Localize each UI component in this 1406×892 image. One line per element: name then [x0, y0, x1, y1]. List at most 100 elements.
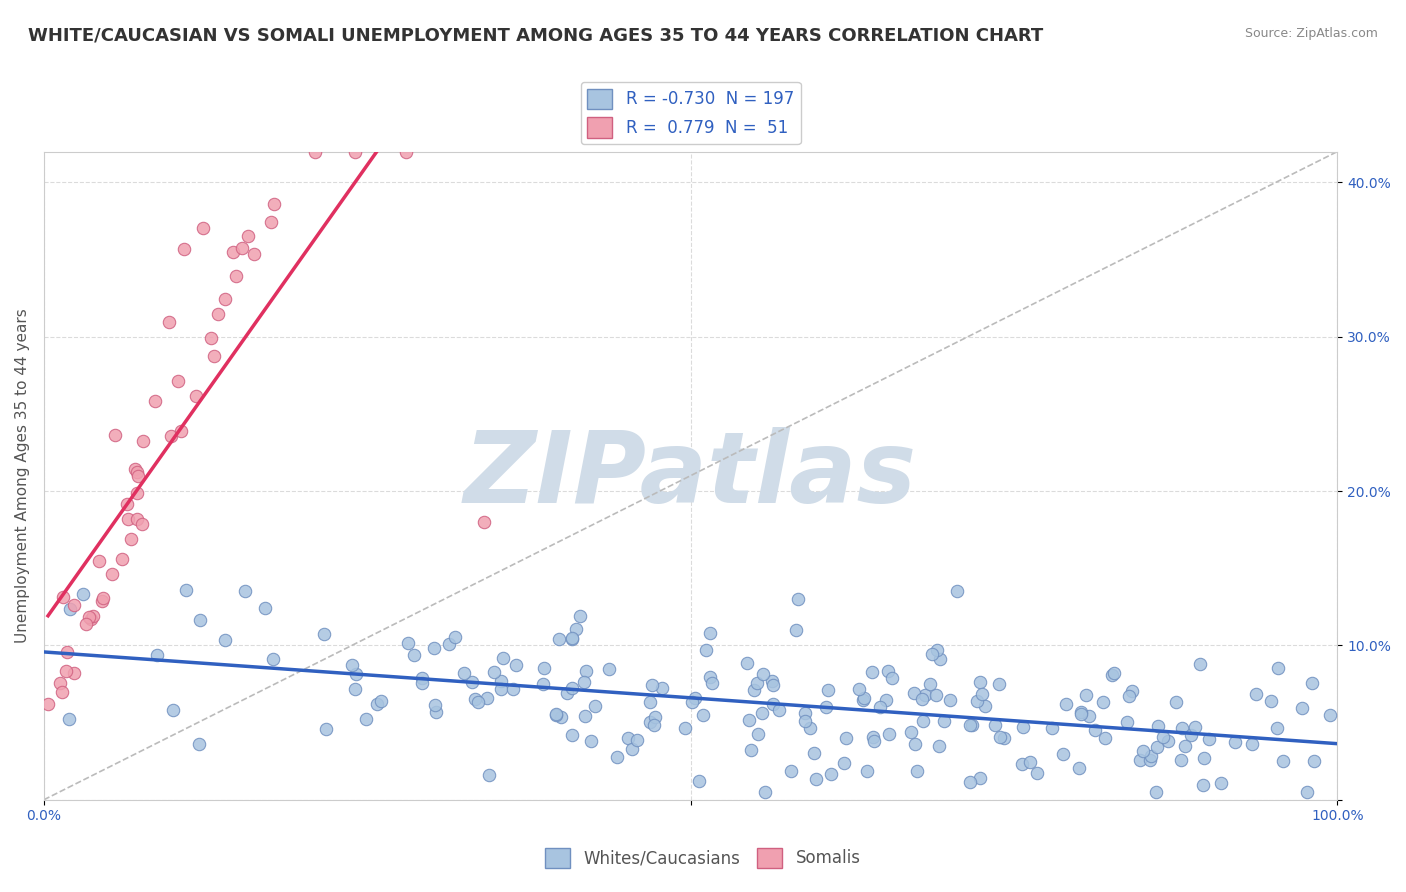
Point — [184, 389, 207, 403]
Point — [80, 612, 103, 626]
Point — [561, 632, 583, 646]
Point — [344, 666, 367, 681]
Point — [1170, 754, 1192, 768]
Point — [969, 674, 991, 689]
Point — [651, 681, 673, 695]
Point — [688, 774, 710, 789]
Point — [82, 608, 104, 623]
Point — [315, 723, 337, 737]
Point — [626, 733, 648, 747]
Point — [1188, 657, 1211, 672]
Point — [343, 145, 366, 159]
Point — [132, 434, 155, 449]
Point — [638, 695, 661, 709]
Point — [425, 698, 447, 713]
Point — [312, 627, 335, 641]
Point — [920, 677, 942, 691]
Point — [644, 710, 666, 724]
Point — [1040, 721, 1063, 735]
Point — [366, 698, 388, 712]
Point — [174, 582, 197, 597]
Point — [59, 602, 82, 616]
Point — [162, 703, 184, 717]
Point — [489, 673, 512, 688]
Point — [72, 587, 94, 601]
Point — [117, 512, 139, 526]
Point — [695, 643, 717, 657]
Point — [1011, 757, 1033, 772]
Point — [780, 764, 803, 778]
Point — [1121, 684, 1143, 698]
Point — [1139, 748, 1161, 763]
Point — [263, 197, 285, 211]
Point — [484, 665, 506, 679]
Point — [856, 764, 879, 778]
Point — [988, 730, 1011, 744]
Point — [904, 737, 927, 751]
Point — [1139, 753, 1161, 767]
Point — [1067, 761, 1090, 775]
Point — [569, 609, 592, 624]
Point — [125, 485, 148, 500]
Point — [762, 697, 785, 711]
Point — [1265, 722, 1288, 736]
Point — [638, 714, 661, 729]
Point — [1191, 778, 1213, 792]
Point — [928, 739, 950, 753]
Point — [581, 734, 603, 748]
Point — [253, 601, 276, 615]
Point — [1174, 739, 1197, 753]
Point — [905, 764, 928, 779]
Point — [100, 566, 122, 581]
Point — [921, 647, 943, 661]
Point — [1295, 785, 1317, 799]
Point — [1152, 730, 1174, 744]
Point — [396, 636, 419, 650]
Point — [1019, 755, 1042, 769]
Point — [1147, 719, 1170, 733]
Point — [1070, 705, 1092, 719]
Point — [159, 428, 181, 442]
Point — [561, 681, 583, 695]
Point — [1070, 706, 1092, 721]
Point — [304, 145, 326, 159]
Point — [120, 532, 142, 546]
Point — [478, 768, 501, 782]
Point — [1241, 737, 1264, 751]
Point — [1146, 740, 1168, 755]
Point — [1101, 668, 1123, 682]
Point — [1132, 744, 1154, 758]
Point — [914, 688, 936, 702]
Point — [804, 772, 827, 786]
Point — [939, 693, 962, 707]
Point — [548, 632, 571, 646]
Point — [987, 677, 1010, 691]
Point — [460, 674, 482, 689]
Point — [606, 750, 628, 764]
Point — [125, 512, 148, 526]
Point — [37, 697, 59, 711]
Point — [572, 674, 595, 689]
Point — [803, 746, 825, 760]
Point — [127, 468, 149, 483]
Point — [1052, 747, 1074, 761]
Point — [1129, 753, 1152, 767]
Point — [1012, 720, 1035, 734]
Point — [91, 591, 114, 606]
Point — [1144, 785, 1167, 799]
Point — [862, 730, 884, 744]
Point — [959, 717, 981, 731]
Point — [583, 699, 606, 714]
Point — [793, 706, 815, 720]
Point — [453, 666, 475, 681]
Point — [960, 718, 983, 732]
Point — [505, 657, 527, 672]
Point — [200, 331, 222, 345]
Point — [423, 640, 446, 655]
Point — [533, 661, 555, 675]
Point — [89, 553, 111, 567]
Text: Source: ZipAtlas.com: Source: ZipAtlas.com — [1244, 27, 1378, 40]
Point — [411, 671, 433, 685]
Point — [699, 670, 721, 684]
Point — [1267, 661, 1289, 675]
